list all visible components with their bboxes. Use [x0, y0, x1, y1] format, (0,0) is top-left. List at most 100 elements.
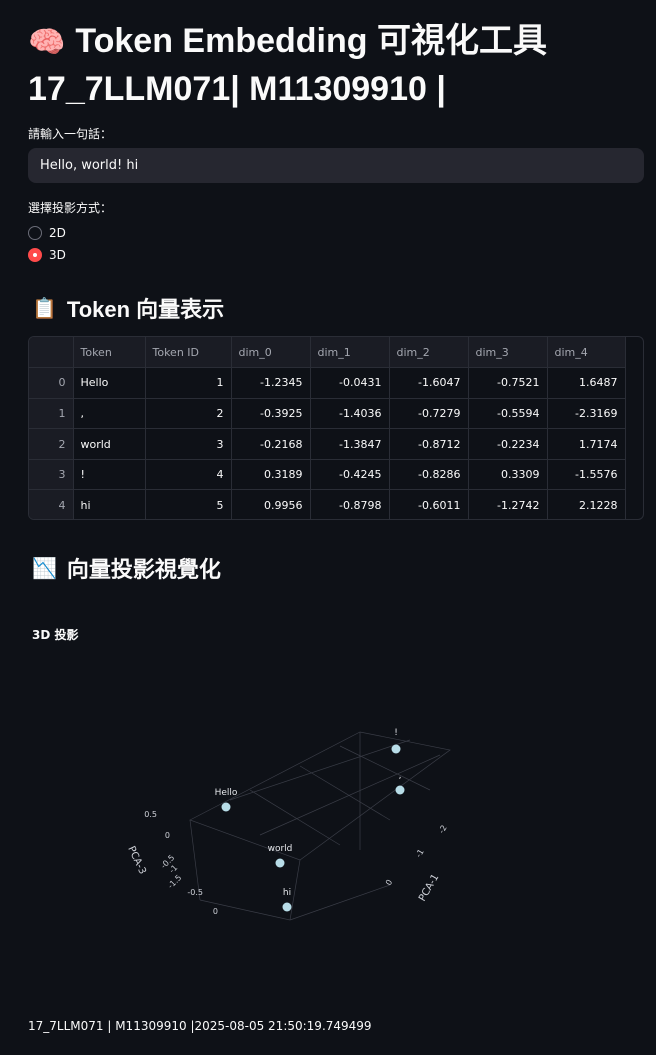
z-tick-label: -0.5	[187, 888, 203, 897]
cell[interactable]: !	[73, 459, 146, 491]
plot-grid	[189, 731, 451, 921]
radio-3d[interactable]	[28, 248, 42, 262]
cell[interactable]: -1.2345	[231, 367, 311, 399]
cell[interactable]: -0.2168	[231, 428, 311, 460]
point-world[interactable]	[275, 858, 285, 868]
table-header-row: Token Token ID dim_0 dim_1 dim_2 dim_3 d…	[29, 337, 626, 369]
chart-title: 3D 投影	[32, 628, 79, 642]
radio-2d[interactable]	[28, 226, 42, 240]
cell[interactable]: 4	[145, 459, 232, 491]
grid-line	[229, 739, 411, 801]
grid-line	[259, 754, 441, 836]
grid-line	[289, 884, 391, 921]
sentence-input[interactable]	[28, 148, 644, 183]
col-header-index[interactable]	[29, 337, 74, 369]
point-punct-1[interactable]	[395, 785, 405, 795]
title-line-2: 17_7LLM071| M11309910 |	[28, 70, 446, 108]
cell[interactable]: -1.6047	[389, 367, 469, 399]
embedding-table[interactable]: Token Token ID dim_0 dim_1 dim_2 dim_3 d…	[28, 336, 644, 520]
cell[interactable]: -1.2742	[468, 489, 548, 519]
cell[interactable]: -1.3847	[310, 428, 390, 460]
cell[interactable]: 5	[145, 489, 232, 519]
point-Hello[interactable]	[221, 802, 231, 812]
cell[interactable]: 2	[145, 398, 232, 430]
z-axis-label: PCA-3	[125, 845, 147, 876]
point-punct-3[interactable]	[391, 744, 401, 754]
cell[interactable]: -0.5594	[468, 398, 548, 430]
cell[interactable]: 1.6487	[547, 367, 626, 399]
col-header-token[interactable]: Token	[73, 337, 146, 369]
point-label: world	[268, 844, 293, 854]
table-row: 4 hi 5 0.9956 -0.8798 -0.6011 -1.2742 2.…	[29, 489, 626, 519]
radio-option-2d[interactable]: 2D	[28, 226, 66, 240]
cell[interactable]: -0.2234	[468, 428, 548, 460]
cell[interactable]: 4	[29, 489, 74, 519]
grid-line	[189, 819, 201, 901]
z-tick-label: 0.5	[144, 810, 157, 819]
cell[interactable]: 0.9956	[231, 489, 311, 519]
col-header-token-id[interactable]: Token ID	[145, 337, 232, 369]
x-axis-label: PCA-1	[417, 872, 441, 903]
z-tick-label: 0	[213, 907, 218, 916]
cell[interactable]: 1	[29, 398, 74, 430]
col-header-dim4[interactable]: dim_4	[547, 337, 626, 369]
x-tick-label: -1	[414, 848, 426, 859]
col-header-dim1[interactable]: dim_1	[310, 337, 390, 369]
cell[interactable]: 1.7174	[547, 428, 626, 460]
cell[interactable]: 3	[145, 428, 232, 460]
z-tick-label: 0	[165, 831, 170, 840]
vector-heading-text: Token 向量表示	[66, 297, 225, 322]
cell[interactable]: -2.3169	[547, 398, 626, 430]
col-header-dim2[interactable]: dim_2	[389, 337, 469, 369]
radio-option-3d[interactable]: 3D	[28, 248, 66, 262]
cell[interactable]: 0	[29, 367, 74, 399]
sentence-input-label: 請輸入一句話：	[28, 127, 113, 141]
cell[interactable]: -0.3925	[231, 398, 311, 430]
title-line-1: Token Embedding 可視化工具	[75, 22, 547, 60]
clipboard-icon: 📋	[32, 297, 57, 320]
cell[interactable]: -0.7279	[389, 398, 469, 430]
vector-section-heading: 📋 Token 向量表示	[32, 292, 224, 324]
projection-label: 選擇投影方式：	[28, 201, 113, 215]
cell[interactable]: 2	[29, 428, 74, 460]
table-row: 3 ! 4 0.3189 -0.4245 -0.8286 0.3309 -1.5…	[29, 459, 626, 491]
point-label: !	[394, 728, 398, 738]
cell[interactable]: 1	[145, 367, 232, 399]
grid-plane	[189, 731, 451, 861]
radio-2d-label: 2D	[49, 226, 66, 240]
cell[interactable]: -0.8798	[310, 489, 390, 519]
cell[interactable]: 2.1228	[547, 489, 626, 519]
cell[interactable]: -1.4036	[310, 398, 390, 430]
cell[interactable]: -0.8286	[389, 459, 469, 491]
radio-3d-label: 3D	[49, 248, 66, 262]
cell[interactable]: 0.3189	[231, 459, 311, 491]
point-hi[interactable]	[282, 902, 292, 912]
cell[interactable]: -0.6011	[389, 489, 469, 519]
cell[interactable]: 3	[29, 459, 74, 491]
cell[interactable]: -0.4245	[310, 459, 390, 491]
z-tick-label: -1.5	[166, 873, 183, 890]
x-tick-label: -2	[437, 824, 449, 835]
grid-line	[339, 745, 431, 791]
cell[interactable]: -0.0431	[310, 367, 390, 399]
cell[interactable]: 0.3309	[468, 459, 548, 491]
grid-line	[199, 899, 291, 921]
brain-icon: 🧠	[28, 26, 66, 59]
col-header-dim0[interactable]: dim_0	[231, 337, 311, 369]
cell[interactable]: ,	[73, 398, 146, 430]
cell[interactable]: world	[73, 428, 146, 460]
grid-line	[299, 765, 391, 821]
point-label: ,	[399, 771, 402, 781]
cell[interactable]: Hello	[73, 367, 146, 399]
chart-decreasing-icon: 📉	[32, 557, 57, 580]
viz-section-heading: 📉 向量投影視覺化	[32, 552, 221, 584]
cell[interactable]: hi	[73, 489, 146, 519]
table-row: 2 world 3 -0.2168 -1.3847 -0.8712 -0.223…	[29, 428, 626, 460]
col-header-dim3[interactable]: dim_3	[468, 337, 548, 369]
cell[interactable]: -0.8712	[389, 428, 469, 460]
cell[interactable]: -0.7521	[468, 367, 548, 399]
scatter-3d-plot[interactable]: PCA-3 PCA-1 -2-100.50-0.5-1-1.5-0.50 Hel…	[0, 650, 656, 950]
point-label: Hello	[215, 788, 238, 798]
cell[interactable]: -1.5576	[547, 459, 626, 491]
grid-line	[289, 859, 301, 921]
